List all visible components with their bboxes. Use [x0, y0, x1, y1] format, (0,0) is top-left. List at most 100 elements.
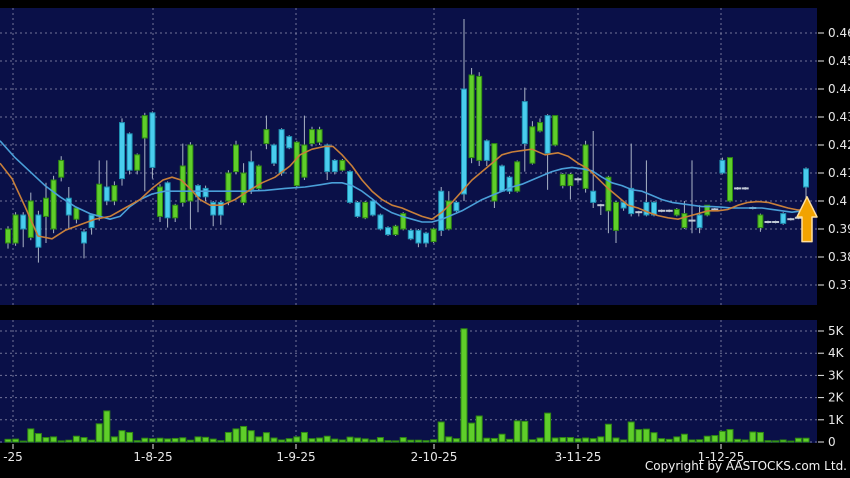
volume-bar [262, 432, 270, 443]
volume-bar [247, 430, 255, 443]
candle-down [385, 227, 391, 236]
volume-bar [12, 438, 20, 443]
candle-up [293, 141, 300, 187]
volume-bar [308, 438, 316, 443]
volume-bar [171, 437, 179, 443]
candle-down [210, 201, 217, 216]
candle-down [278, 129, 285, 174]
candle-down [369, 200, 376, 216]
candle-up [187, 144, 194, 202]
month-axis-label: 1-12-25 [698, 450, 745, 464]
volume-bar [468, 422, 476, 443]
volume-bar [627, 421, 635, 443]
price-axis-label: 0.42 [828, 138, 850, 152]
volume-bar [209, 438, 217, 443]
volume-bar [528, 439, 536, 443]
candle-down [354, 201, 361, 217]
candle-up [362, 201, 369, 219]
volume-bar [513, 420, 521, 443]
volume-bar [802, 437, 810, 443]
volume-bar [696, 439, 704, 443]
candle-up [5, 228, 11, 244]
volume-bar [118, 430, 126, 443]
candle-down [65, 197, 72, 216]
volume-bar [338, 439, 346, 443]
candle-down [20, 214, 27, 230]
month-axis-label: 1-8-25 [133, 450, 172, 464]
volume-bar [483, 437, 491, 443]
candle-down [696, 214, 703, 229]
volume-bar [407, 439, 415, 443]
volume-bar [498, 433, 506, 443]
volume-bar [164, 438, 172, 443]
volume-axis-label: 4K [828, 346, 845, 360]
volume-bar [703, 435, 711, 443]
volume-bar [72, 435, 80, 443]
volume-axis-label: 5K [828, 324, 845, 338]
candle-up [552, 115, 559, 146]
volume-bar [787, 440, 795, 443]
candle-up [157, 186, 163, 217]
candle-up [681, 213, 688, 229]
volume-bar [65, 439, 73, 443]
volume-bar [34, 433, 42, 443]
price-axis-label: 0.43 [828, 110, 850, 124]
candle-up [58, 159, 65, 178]
volume-bar [179, 437, 187, 443]
volume-bar [270, 437, 278, 443]
candle-down [628, 187, 635, 215]
candle-down [521, 101, 528, 145]
volume-bar [103, 410, 111, 443]
volume-bar [551, 437, 559, 443]
volume-bar [384, 440, 392, 443]
candle-up [392, 225, 399, 236]
candle-down [81, 231, 87, 244]
volume-bar [19, 440, 27, 443]
candle-down [202, 187, 209, 198]
volume-bar [597, 436, 605, 443]
candle-up [491, 143, 498, 202]
candle-down [126, 133, 133, 171]
volume-bar [323, 435, 331, 443]
candle-down [331, 159, 338, 173]
volume-bar [399, 437, 407, 443]
volume-bar [756, 431, 764, 443]
candle-up [567, 173, 574, 187]
candle-down [324, 144, 331, 173]
chart-generated-content: 0.46 0.45 0.44 0.43 0.42 0.41 0.4 0.39 0.38 0.37 5… [0, 8, 850, 464]
volume-bar [133, 440, 141, 443]
volume-bar [764, 440, 772, 443]
volume-bar [734, 438, 742, 443]
candle-up [559, 173, 566, 187]
candle-down [506, 176, 513, 192]
volume-bar [369, 439, 377, 443]
candle-up [529, 126, 536, 164]
volume-bar [574, 438, 582, 443]
candle-up [673, 208, 680, 216]
volume-bar [331, 438, 339, 443]
candle-down [119, 122, 125, 180]
volume-bar [392, 440, 400, 443]
candle-down [483, 140, 490, 161]
ma-line-fast [0, 145, 815, 240]
candle-down [217, 201, 224, 216]
candle-down [803, 168, 809, 188]
volume-bar [27, 428, 35, 443]
candle-down [590, 190, 597, 203]
volume-bar [475, 415, 483, 443]
candle-up [605, 176, 612, 212]
candle-up [134, 154, 141, 171]
volume-bar [566, 437, 574, 443]
volume-bar [316, 437, 324, 443]
volume-bar [544, 412, 552, 443]
candle-down [286, 136, 293, 149]
volume-bar [726, 429, 734, 443]
volume-bar [635, 429, 643, 443]
volume-bar [680, 433, 688, 443]
price-axis-label: 0.4 [828, 194, 847, 208]
volume-bar [217, 440, 225, 443]
candle-down [423, 232, 429, 244]
candle-down [499, 165, 505, 192]
volume-bar [224, 431, 232, 443]
